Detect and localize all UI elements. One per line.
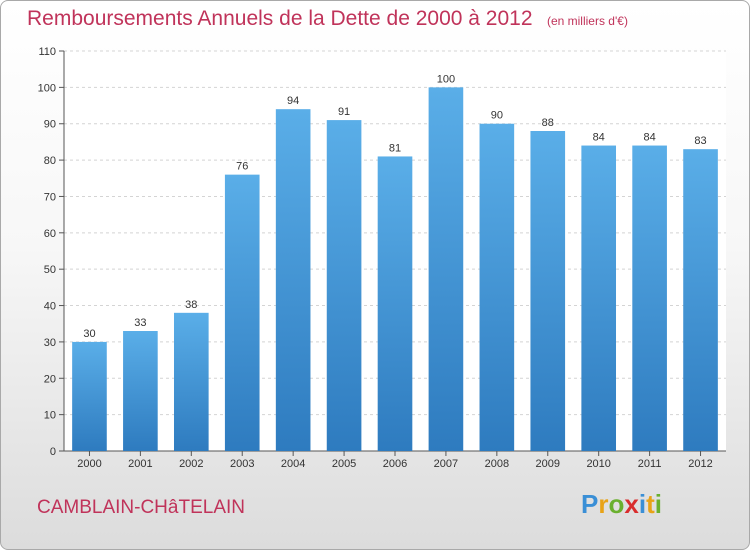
x-tick-label-2002: 2002	[179, 458, 203, 470]
value-label-2007: 100	[437, 73, 455, 85]
bar-chart: 0 10 20 30 40 50 60 70 80 90 100 110 2000 2001 2002 200…	[38, 46, 726, 470]
y-tick-label: 50	[44, 264, 56, 276]
proxiti-logo: Proxiti	[581, 489, 662, 520]
value-label-2006: 81	[389, 142, 401, 154]
value-label-2002: 38	[185, 299, 197, 311]
bar-2009	[530, 131, 566, 451]
bar-2003	[224, 174, 260, 452]
y-tick-label: 90	[44, 119, 56, 131]
value-label-2001: 33	[134, 317, 146, 329]
chart-unit: (en milliers d'€)	[546, 14, 628, 28]
x-tick-label-2011: 2011	[638, 458, 662, 470]
y-tick-label: 70	[44, 191, 56, 203]
value-label-2010: 84	[593, 132, 605, 144]
value-label-2005: 91	[338, 106, 350, 118]
y-tick-label: 80	[44, 155, 56, 167]
logo-letter: i	[654, 489, 662, 519]
x-tick-label-2000: 2000	[77, 458, 101, 470]
value-label-2012: 83	[694, 135, 706, 147]
bar-2007	[428, 87, 464, 451]
x-tick-label-2005: 2005	[332, 458, 356, 470]
x-tick-label-2007: 2007	[434, 458, 458, 470]
logo-letter: t	[646, 489, 655, 519]
y-tick-label: 40	[44, 301, 56, 313]
chart-title: Remboursements Annuels de la Dette de 20…	[27, 7, 628, 31]
x-tick-label-2003: 2003	[230, 458, 254, 470]
x-tick-label-2010: 2010	[586, 458, 610, 470]
value-label-2000: 30	[83, 328, 95, 340]
bar-2006	[377, 156, 413, 452]
y-tick-label: 110	[38, 46, 56, 58]
bar-2001	[123, 331, 158, 451]
x-tick-label-2012: 2012	[688, 458, 712, 470]
logo-letter: r	[598, 489, 609, 519]
bar-2011	[632, 145, 667, 451]
value-label-2004: 94	[287, 95, 299, 107]
y-tick-label: 100	[38, 82, 56, 94]
value-label-2011: 84	[643, 132, 655, 144]
logo-letter: x	[624, 489, 639, 519]
y-tick-label: 20	[44, 373, 56, 385]
logo-letter: i	[638, 489, 647, 519]
bar-2004	[275, 109, 311, 451]
y-tick-label: 0	[50, 446, 56, 458]
bar-2002	[173, 312, 209, 451]
value-label-2008: 90	[491, 110, 503, 122]
value-label-2003: 76	[236, 161, 248, 173]
x-tick-label-2001: 2001	[128, 458, 152, 470]
bar-2010	[581, 145, 617, 451]
value-label-2009: 88	[542, 117, 554, 129]
x-tick-label-2004: 2004	[281, 458, 305, 470]
y-tick-label: 30	[44, 337, 56, 349]
bar-2000	[72, 341, 107, 451]
bar-2012	[683, 149, 718, 451]
x-tick-label-2008: 2008	[485, 458, 509, 470]
logo-letter: o	[608, 489, 625, 519]
labels: 30 33 38 76 94 91 81 100 90 88 84 84 83	[83, 73, 706, 340]
commune-name: CAMBLAIN-CHâTELAIN	[37, 497, 245, 518]
chart-title-text: Remboursements Annuels de la Dette de 20…	[27, 7, 533, 30]
x-tick-label-2009: 2009	[536, 458, 560, 470]
bars	[72, 87, 718, 452]
y-tick-label: 60	[44, 228, 56, 240]
y-tick-label: 10	[44, 410, 56, 422]
logo-letter: P	[581, 489, 599, 519]
x-tick-label-2006: 2006	[383, 458, 407, 470]
bar-2008	[479, 123, 515, 452]
bar-2005	[326, 120, 362, 451]
